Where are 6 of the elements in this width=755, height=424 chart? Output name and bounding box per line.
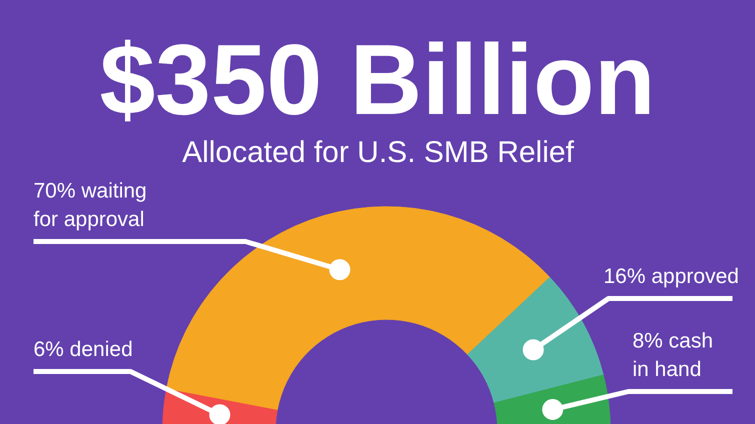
slice-label: 70% waiting for approval xyxy=(34,179,147,231)
chart-title: $350 Billion xyxy=(98,23,656,127)
slice-label: 8% cash in hand xyxy=(632,329,714,381)
slice-label: 16% approved xyxy=(604,264,739,288)
chart-subtitle: Allocated for U.S. SMB Relief xyxy=(182,136,575,169)
slice-label: 6% denied xyxy=(34,338,133,361)
